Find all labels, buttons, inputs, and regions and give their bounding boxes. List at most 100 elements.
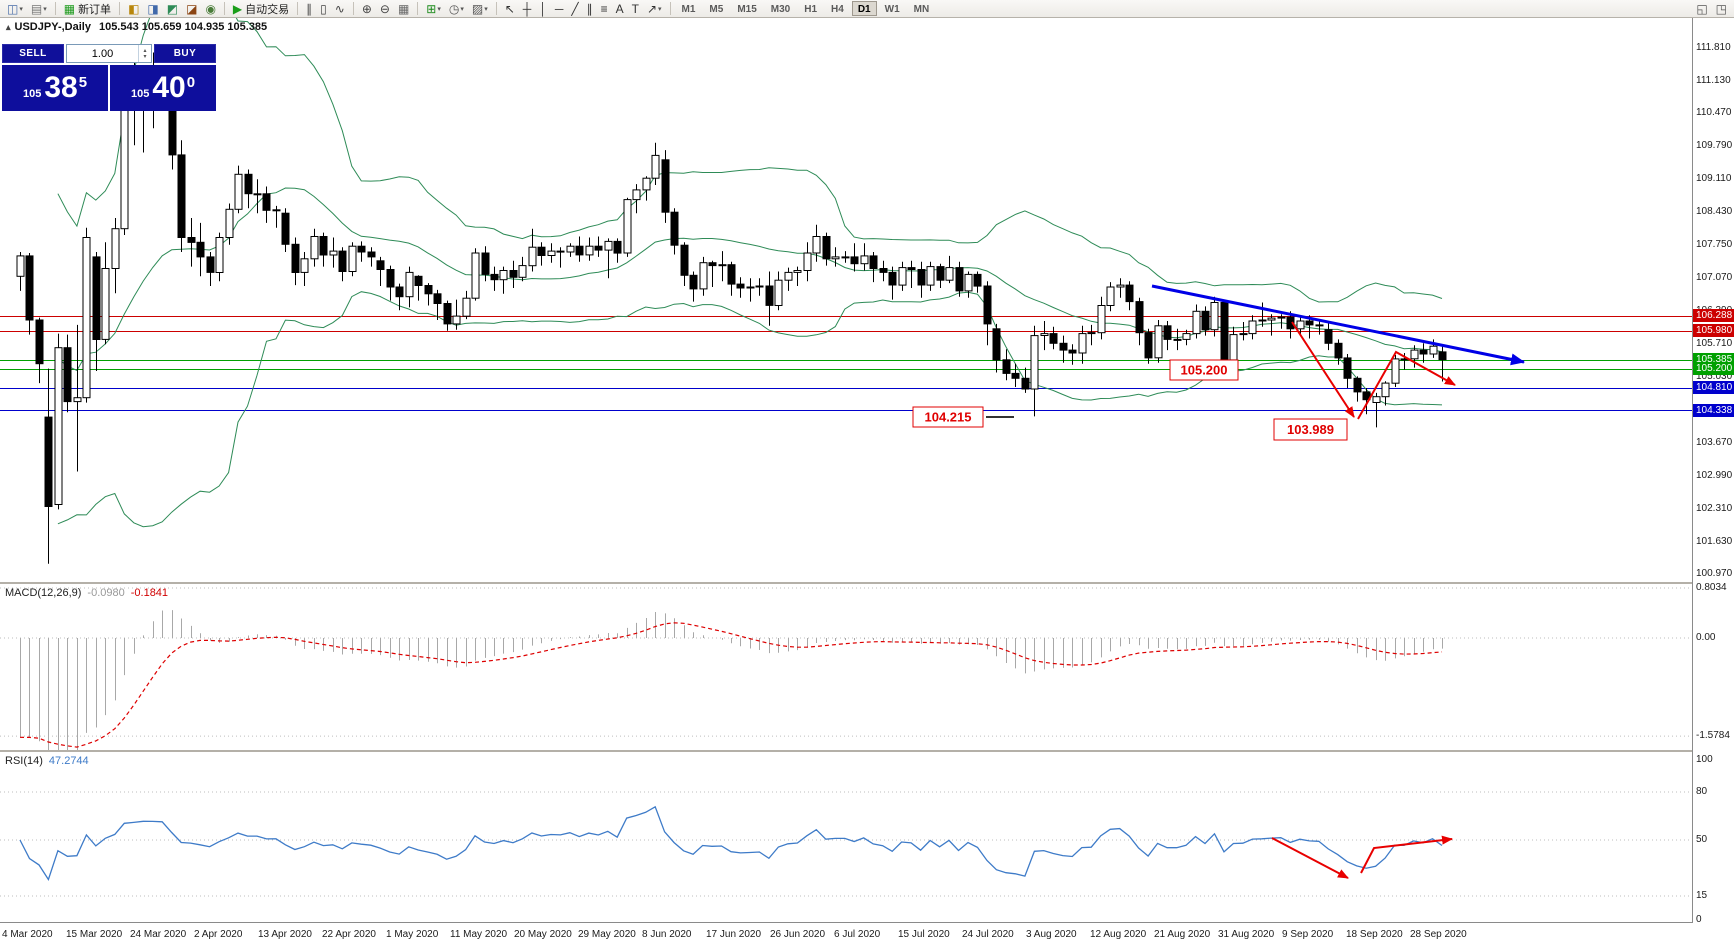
rsi-header: RSI(14) 47.2744 bbox=[5, 755, 95, 767]
crosshair-tool-button[interactable]: ┼ bbox=[519, 1, 536, 17]
timeframe-M5[interactable]: M5 bbox=[709, 4, 724, 15]
timeframe-H4[interactable]: H4 bbox=[831, 4, 844, 15]
horizontal-levels[interactable] bbox=[0, 316, 1692, 411]
axis-label: 102.310 bbox=[1696, 502, 1733, 514]
templates-button[interactable]: ▨ ▾ bbox=[468, 1, 492, 17]
chart-shift-button[interactable]: ◱ bbox=[1692, 1, 1711, 17]
macd-panel bbox=[0, 587, 1692, 750]
indicators-button[interactable]: ⊞ ▾ bbox=[422, 1, 445, 17]
date-label: 20 May 2020 bbox=[514, 929, 572, 940]
chart-canvas[interactable]: 105.200 104.215 103.989 4 Mar 2020 15 Mar 20… bbox=[0, 18, 1692, 945]
toolbar-separator bbox=[297, 2, 299, 15]
buy-price-panel[interactable]: 105 40 0 bbox=[110, 65, 216, 111]
chart-annotations[interactable]: 105.200 104.215 103.989 bbox=[912, 284, 1525, 879]
zoom-in-button[interactable]: ⊕ bbox=[358, 1, 376, 17]
price-axis: 111.810 111.130 110.470 109.790 109.110 108.4… bbox=[1693, 18, 1734, 945]
macd-histogram bbox=[20, 610, 1443, 750]
trendline-tool-button[interactable]: ╱ bbox=[567, 1, 582, 17]
new-order-icon: ▦ bbox=[63, 1, 76, 16]
date-label: 24 Jul 2020 bbox=[962, 929, 1014, 940]
docking-icon: ◳ bbox=[1715, 1, 1727, 16]
sell-button[interactable]: SELL bbox=[2, 44, 64, 63]
price-tag: 105.200 bbox=[1693, 362, 1734, 376]
date-label: 11 May 2020 bbox=[450, 929, 508, 940]
axis-label: 111.810 bbox=[1696, 41, 1731, 53]
sell-price-panel[interactable]: 105 38 5 bbox=[2, 65, 108, 111]
label-tool-button[interactable]: T bbox=[628, 1, 643, 17]
lot-size-input[interactable]: 1.00 ▴ ▾ bbox=[66, 44, 152, 63]
date-label: 29 May 2020 bbox=[578, 929, 636, 940]
price-annotation-box[interactable]: 104.215 bbox=[912, 406, 1014, 428]
date-label: 12 Aug 2020 bbox=[1090, 929, 1147, 940]
auto-trading-button[interactable]: ▶ 自动交易 bbox=[229, 1, 293, 17]
bb-upper-line bbox=[57, 18, 1443, 303]
vertical-line-tool-button[interactable]: │ bbox=[535, 1, 551, 17]
market-watch-icon: ◧ bbox=[128, 1, 140, 16]
axis-label: 0.00 bbox=[1696, 632, 1716, 643]
buy-price-prefix: 105 bbox=[130, 88, 150, 100]
terminal-button[interactable]: ◪ bbox=[182, 1, 201, 17]
lot-down-icon[interactable]: ▾ bbox=[143, 53, 147, 60]
axis-label: 109.110 bbox=[1696, 172, 1732, 184]
zoom-out-button[interactable]: ⊖ bbox=[376, 1, 394, 17]
lot-up-icon[interactable]: ▴ bbox=[143, 47, 147, 54]
timeframe-M30[interactable]: M30 bbox=[770, 4, 791, 15]
chart-profiles-button[interactable]: ▤ ▾ bbox=[27, 1, 51, 17]
timeframe-D1[interactable]: D1 bbox=[851, 1, 877, 16]
fibonacci-tool-button[interactable]: ≡ bbox=[597, 1, 612, 17]
svg-text:103.989: 103.989 bbox=[1287, 422, 1334, 437]
timeframe-MN[interactable]: MN bbox=[913, 4, 930, 15]
svg-text:104.215: 104.215 bbox=[925, 410, 972, 425]
one-click-trading-panel: SELL 1.00 ▴ ▾ BUY 105 38 5 105 40 0 bbox=[2, 44, 216, 111]
date-label: 17 Jun 2020 bbox=[706, 929, 761, 940]
candlestick-mode-button[interactable]: ▯ bbox=[316, 1, 331, 17]
periods-caret-icon: ▾ bbox=[460, 5, 464, 13]
text-tool-button[interactable]: A bbox=[612, 1, 628, 17]
channel-tool-button[interactable]: ∥ bbox=[583, 1, 597, 17]
price-axis-separator bbox=[1692, 18, 1693, 922]
timeframe-H1[interactable]: H1 bbox=[804, 4, 818, 15]
chart-symbol-period: USDJPY-,Daily bbox=[14, 21, 91, 33]
market-watch-button[interactable]: ◧ bbox=[124, 1, 143, 17]
candles-layer[interactable] bbox=[16, 52, 1447, 564]
macd-label: MACD(12,26,9) bbox=[5, 587, 82, 599]
macd-signal-value: -0.1841 bbox=[130, 587, 169, 599]
new-order-button[interactable]: ▦ 新订单 bbox=[60, 1, 115, 17]
new-order-label: 新订单 bbox=[78, 3, 112, 16]
rsi-panel bbox=[0, 791, 1692, 897]
one-click-expand-icon[interactable]: ▴ bbox=[6, 22, 11, 32]
data-window-button[interactable]: ◨ bbox=[143, 1, 162, 17]
docking-button[interactable]: ◳ bbox=[1712, 1, 1731, 17]
price-annotation-box[interactable]: 105.200 bbox=[1169, 359, 1239, 381]
buy-button[interactable]: BUY bbox=[154, 44, 216, 63]
price-tag: 104.338 bbox=[1693, 403, 1734, 417]
cursor-tool-button[interactable]: ↖ bbox=[501, 1, 519, 17]
crosshair-tool-icon: ┼ bbox=[522, 1, 532, 16]
axis-label: 105.710 bbox=[1696, 337, 1733, 349]
panel-separator-macd-rsi[interactable] bbox=[0, 750, 1734, 752]
red-arrow bbox=[1291, 321, 1355, 418]
navigator-button[interactable]: ◩ bbox=[163, 1, 182, 17]
new-chart-button[interactable]: ◫ ▾ bbox=[3, 1, 27, 17]
horizontal-line-tool-button[interactable]: ─ bbox=[551, 1, 568, 17]
date-label: 21 Aug 2020 bbox=[1154, 929, 1211, 940]
axis-label: 80 bbox=[1696, 786, 1708, 797]
new-chart-icon: ◫ bbox=[7, 1, 19, 16]
arrows-tool-button[interactable]: ↗ ▾ bbox=[643, 1, 666, 17]
lot-spinner[interactable]: ▴ ▾ bbox=[138, 45, 151, 62]
strategy-tester-button[interactable]: ◉ bbox=[201, 1, 219, 17]
panel-separator-main-macd[interactable] bbox=[0, 582, 1734, 584]
macd-main-value: -0.0980 bbox=[87, 587, 125, 599]
line-chart-mode-button[interactable]: ∿ bbox=[331, 1, 349, 17]
axis-label: 15 bbox=[1696, 890, 1708, 901]
timeframe-M1[interactable]: M1 bbox=[681, 4, 696, 15]
timeframe-W1[interactable]: W1 bbox=[884, 4, 900, 15]
timeframe-M15[interactable]: M15 bbox=[737, 4, 757, 15]
bar-chart-mode-button[interactable]: ∥ bbox=[302, 1, 316, 17]
price-annotation-box[interactable]: 103.989 bbox=[1273, 418, 1348, 441]
fibonacci-tool-icon: ≡ bbox=[600, 1, 608, 16]
line-chart-mode-icon: ∿ bbox=[334, 1, 345, 16]
periods-button[interactable]: ◷ ▾ bbox=[445, 1, 468, 17]
axis-label: 102.990 bbox=[1696, 469, 1733, 481]
tile-windows-button[interactable]: ▦ bbox=[394, 1, 413, 17]
